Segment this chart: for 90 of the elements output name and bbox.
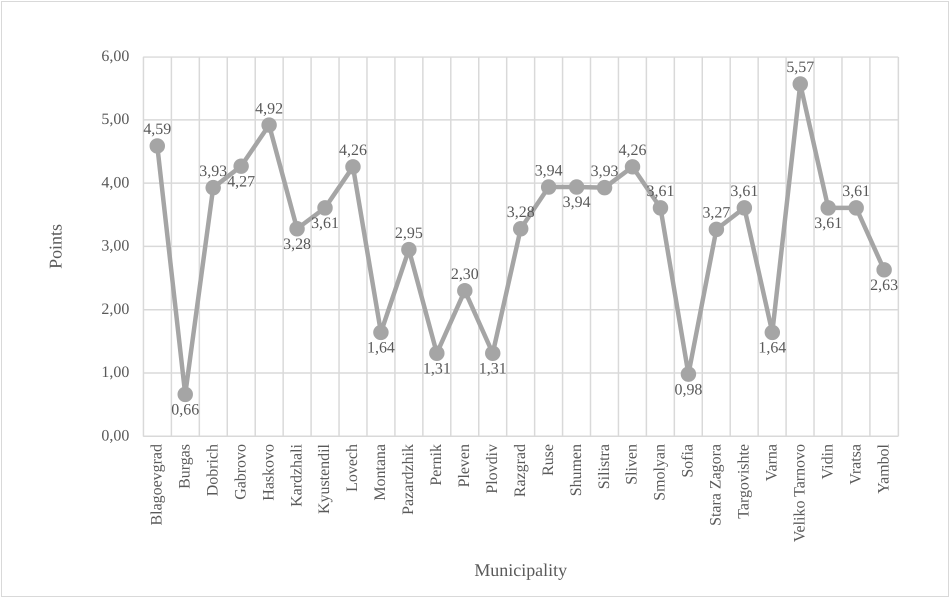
point [205, 180, 221, 196]
point [429, 346, 445, 361]
x-tick-label: Vratsa [847, 444, 864, 485]
point [764, 324, 780, 340]
data-label: 0,98 [674, 381, 702, 398]
point [178, 386, 193, 402]
x-tick-label: Razgrad [512, 444, 529, 498]
point [457, 282, 473, 298]
x-tick-label: Kardzhali [288, 443, 306, 507]
data-label: 1,31 [422, 360, 451, 378]
data-label: 2,30 [450, 266, 479, 283]
data-label: 3,27 [702, 204, 730, 222]
x-tick-label: Stara Zagora [708, 444, 725, 526]
x-tick-label: Veliko Tarnovo [791, 444, 808, 542]
point [512, 221, 528, 236]
point [289, 221, 305, 236]
x-tick-label: Pleven [456, 444, 473, 488]
x-tick-label: Lovech [344, 444, 362, 492]
data-label: 3,28 [506, 204, 535, 221]
point [150, 138, 166, 154]
y-tick-label: 2,00 [101, 300, 130, 318]
y-axis-title: Points [45, 224, 66, 269]
data-label: 3,61 [730, 183, 758, 200]
data-label: 4,26 [339, 142, 367, 160]
x-tick-label: Blagoevgrad [148, 444, 166, 526]
x-tick-label: Pazardzhik [400, 444, 418, 515]
x-tick-label: Ruse [540, 444, 557, 476]
point [485, 346, 500, 361]
x-tick-label: Shumen [568, 444, 585, 496]
data-label: 4,92 [255, 100, 284, 118]
point [792, 76, 808, 92]
x-tick-label: Silistra [596, 444, 613, 490]
point [373, 324, 389, 340]
point [680, 366, 696, 382]
x-tick-label: Smolyan [652, 444, 669, 501]
y-tick-label: 6,00 [101, 48, 130, 65]
x-tick-label: Plovdiv [484, 444, 501, 494]
data-label: 2,95 [394, 224, 423, 242]
point [401, 242, 417, 258]
y-tick-label: 5,00 [101, 111, 130, 128]
point [848, 200, 864, 216]
point [233, 158, 249, 174]
point [708, 222, 724, 238]
y-tick-label: 0,00 [101, 427, 130, 444]
point [568, 179, 584, 195]
x-axis-title: Municipality [474, 560, 568, 580]
x-tick-label: Targovishte [736, 444, 753, 519]
point [540, 179, 556, 195]
x-tick-label: Burgas [176, 444, 194, 489]
data-label: 3,61 [842, 183, 870, 200]
x-tick-label: Yambol [875, 443, 892, 494]
data-label: 5,57 [786, 59, 814, 76]
data-label: 3,61 [646, 183, 674, 200]
point [652, 200, 668, 216]
data-label: 1,64 [366, 340, 395, 357]
point [876, 262, 892, 278]
x-tick-label: Pernik [428, 444, 446, 486]
data-label: 1,31 [478, 360, 507, 378]
x-tick-label: Varna [763, 444, 780, 482]
x-tick-label: Sofia [680, 444, 697, 478]
point [736, 200, 752, 216]
x-tick-label: Kyustendil [316, 443, 334, 514]
data-label: 0,66 [171, 402, 200, 418]
data-label: 4,26 [618, 142, 647, 160]
data-label: 3,94 [534, 162, 563, 180]
point [317, 200, 333, 216]
data-label: 1,64 [758, 340, 786, 357]
x-tick-label: Dobrich [204, 444, 222, 496]
point [624, 159, 640, 175]
data-label: 3,28 [283, 236, 312, 253]
point [820, 200, 836, 216]
data-label: 3,93 [199, 162, 228, 180]
data-label: 3,61 [814, 215, 842, 232]
data-label: 3,61 [311, 215, 339, 232]
x-tick-label: Haskovo [260, 444, 278, 501]
y-tick-label: 3,00 [101, 238, 130, 255]
point [345, 159, 361, 175]
data-label: 3,93 [590, 162, 619, 180]
x-tick-label: Gabrovo [232, 444, 250, 500]
x-tick-label: Sliven [624, 444, 641, 485]
data-label: 4,59 [143, 121, 172, 138]
point [261, 117, 277, 133]
data-label: 2,63 [870, 276, 898, 294]
x-tick-label: Vidin [819, 444, 836, 480]
point [596, 180, 612, 196]
y-tick-label: 1,00 [101, 364, 130, 382]
y-tick-label: 4,00 [101, 174, 130, 192]
x-tick-label: Montana [372, 444, 390, 501]
data-label: 4,27 [227, 173, 256, 190]
data-label: 3,94 [562, 194, 591, 212]
